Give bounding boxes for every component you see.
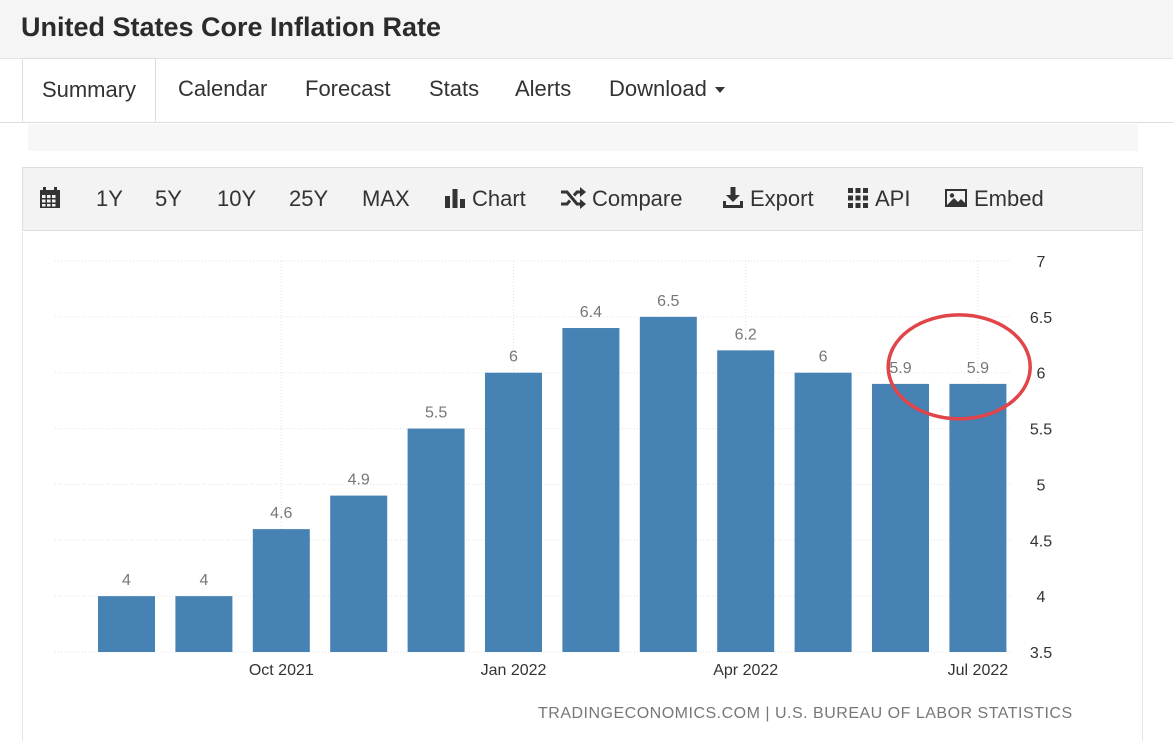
- bar-value-label: 6.2: [735, 326, 757, 343]
- compare-label: Compare: [592, 186, 683, 211]
- bar: [98, 596, 155, 652]
- info-strip: [28, 124, 1138, 151]
- range-1y-button[interactable]: 1Y: [96, 186, 123, 211]
- x-tick-label: Oct 2021: [249, 662, 314, 679]
- title-bar: United States Core Inflation Rate: [0, 0, 1173, 59]
- bar: [562, 328, 620, 652]
- page-title: United States Core Inflation Rate: [21, 12, 442, 42]
- range-25y-button[interactable]: 25Y: [289, 186, 329, 211]
- range-5y-button[interactable]: 5Y: [155, 186, 182, 211]
- bar-value-label: 4: [122, 572, 131, 589]
- bar: [949, 383, 1007, 652]
- y-tick-label: 4.5: [1030, 533, 1052, 550]
- y-tick-label: 6.5: [1030, 310, 1052, 327]
- tab-bar: Summary Calendar Forecast Stats Alerts D…: [0, 58, 1173, 123]
- bar: [175, 596, 233, 652]
- y-tick-label: 4: [1037, 589, 1046, 606]
- highlight-circle: [886, 313, 1032, 421]
- bar-value-label: 4.9: [348, 472, 370, 489]
- chart-area: 3.5 4 4.5 5 5.5 6 6.5 7 Oct 2021 Jan 2022 Apr 2022…: [22, 232, 1143, 741]
- export-button[interactable]: Export: [722, 168, 814, 230]
- x-tick-label: Jul 2022: [948, 662, 1009, 679]
- tab-stats[interactable]: Stats: [429, 76, 480, 101]
- calendar-button[interactable]: [39, 168, 67, 230]
- bar: [872, 383, 929, 652]
- range-max-button[interactable]: MAX: [362, 186, 410, 211]
- caret-down-icon: [714, 87, 725, 94]
- bar: [407, 428, 465, 652]
- bar: [330, 495, 388, 652]
- bar: [252, 529, 310, 652]
- y-tick-label: 6: [1037, 366, 1046, 383]
- y-tick-label: 5.5: [1030, 422, 1052, 439]
- embed-label: Embed: [974, 186, 1044, 211]
- embed-button[interactable]: Embed: [944, 168, 1044, 230]
- tab-summary[interactable]: Summary: [22, 58, 156, 122]
- x-tick-label: Apr 2022: [713, 662, 778, 679]
- bar-value-label: 6.4: [580, 304, 602, 321]
- bar-chart-icon: [445, 189, 465, 209]
- y-tick-label: 7: [1037, 254, 1046, 271]
- bar-chart: 3.5 4 4.5 5 5.5 6 6.5 7 Oct 2021 Jan 2022 Apr 2022…: [55, 254, 1052, 679]
- download-icon: [723, 187, 743, 209]
- x-tick-label: Jan 2022: [481, 662, 547, 679]
- tab-calendar[interactable]: Calendar: [178, 76, 268, 101]
- tab-download-label: Download: [609, 76, 707, 101]
- image-icon: [945, 189, 967, 208]
- bar-value-label: 6.5: [657, 293, 679, 310]
- bar: [717, 350, 775, 652]
- range-10y-button[interactable]: 10Y: [217, 186, 257, 211]
- bar: [794, 372, 852, 652]
- api-label: API: [875, 186, 911, 211]
- bar-value-label: 6: [509, 349, 518, 366]
- bar-value-label: 4: [199, 572, 208, 589]
- shuffle-icon: [561, 187, 586, 210]
- api-button[interactable]: API: [847, 168, 910, 230]
- bar-value-label: 6: [819, 349, 828, 366]
- grid-icon: [848, 188, 868, 209]
- bar-value-label: 5.9: [967, 360, 989, 377]
- bar-value-label: 5.9: [889, 360, 911, 377]
- chart-type-label: Chart: [472, 186, 526, 211]
- y-tick-label: 5: [1037, 477, 1046, 494]
- calendar-icon: [40, 187, 60, 209]
- bar: [639, 316, 697, 652]
- bar-value-label: 4.6: [270, 505, 292, 522]
- chart-source: TRADINGECONOMICS.COM | U.S. BUREAU OF LA…: [538, 705, 1073, 722]
- bar-value-label: 5.5: [425, 405, 447, 422]
- compare-button[interactable]: Compare: [560, 168, 682, 230]
- export-label: Export: [750, 186, 814, 211]
- tab-forecast[interactable]: Forecast: [305, 76, 391, 101]
- tab-download[interactable]: Download: [609, 58, 725, 122]
- chart-toolbar: 1Y 5Y 10Y 25Y MAX Chart Compare Export: [22, 167, 1143, 231]
- chart-type-button[interactable]: Chart: [444, 168, 526, 230]
- bar: [485, 372, 542, 652]
- tab-alerts[interactable]: Alerts: [515, 76, 572, 101]
- y-tick-label: 3.5: [1030, 645, 1052, 662]
